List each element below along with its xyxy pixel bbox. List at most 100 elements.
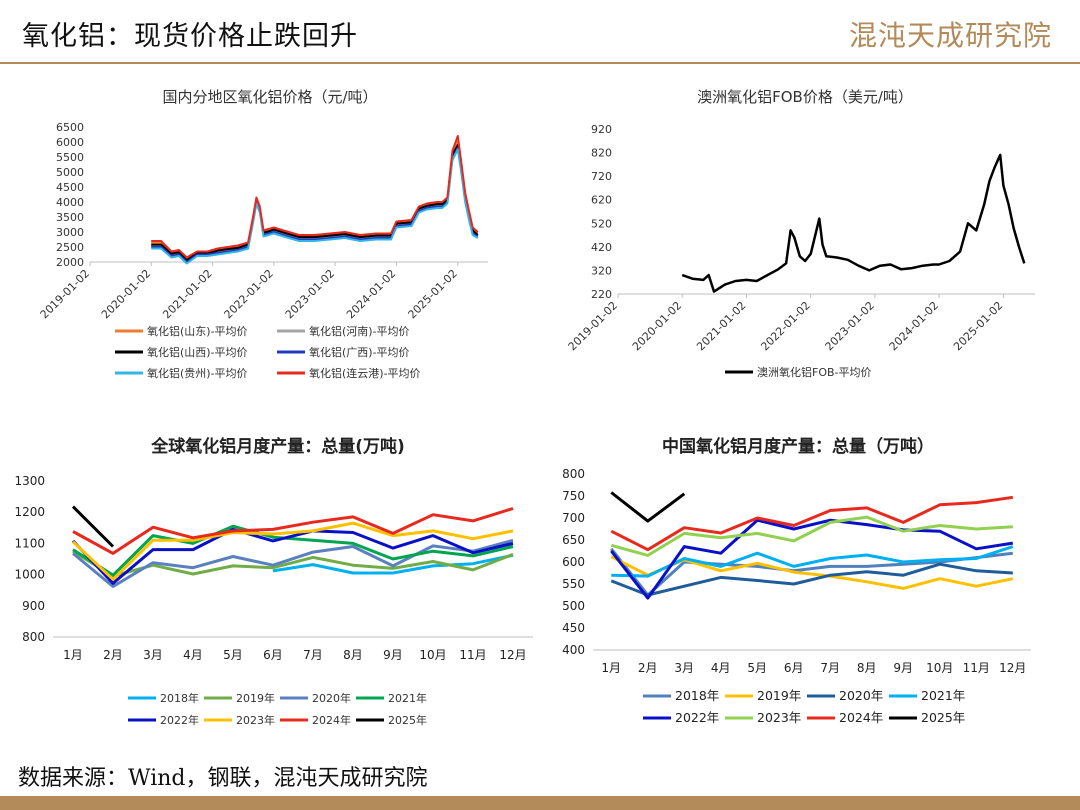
chart-title: 国内分地区氧化铝价格（元/吨） [162,88,377,106]
china-output-chart: 中国氧化铝月度产量：总量（万吨） 400 450 500 550 600 650 700 750… [548,428,1068,738]
x-tick-label: 2019-01-02 [566,299,620,353]
series-line [610,562,1013,597]
series-line [71,521,514,581]
legend-label: 2025年 [921,710,965,725]
x-tick-label: 3月 [143,648,163,662]
x-tick-label: 2023-01-02 [823,299,877,353]
y-tick-label: 2000 [56,256,84,269]
x-tick-label: 6月 [784,661,804,675]
x-tick-label: 11月 [459,648,486,662]
x-tick-label: 2019-01-02 [38,267,92,321]
series-line [681,153,1026,293]
series-line [151,135,479,259]
legend-label: 2019年 [757,688,801,703]
y-tick-label: 4000 [56,196,84,209]
legend-label: 氧化铝(河南)-平均价 [309,324,410,338]
series-line [610,515,1013,557]
fob-price-chart: 澳洲氧化铝FOB价格（美元/吨） 220 320 420 520 620 720 820 920… [540,78,1070,388]
y-tick-label: 800 [562,467,585,481]
legend-label: 氧化铝(山西)-平均价 [147,345,248,359]
x-tick-label: 12月 [499,648,526,662]
legend-label: 2018年 [160,691,199,705]
legend-label: 2019年 [236,691,275,705]
y-tick-label: 920 [591,123,612,136]
x-tick-label: 1月 [63,648,83,662]
y-tick-label: 650 [562,533,585,547]
legend-label: 2023年 [757,710,801,725]
legend-label: 2020年 [839,688,883,703]
legend-label: 2024年 [312,713,351,727]
x-tick-label: 10月 [419,648,446,662]
x-tick-label: 2022-01-02 [758,299,812,353]
series-line [611,545,1014,578]
legend-label: 氧化铝(广西)-平均价 [309,345,410,359]
x-tick-label: 8月 [343,648,363,662]
legend-label: 2018年 [675,688,719,703]
y-tick-label: 2500 [56,241,84,254]
x-tick-label: 11月 [963,661,990,675]
y-tick-label: 220 [591,288,612,301]
global-output-chart: 全球氧化铝月度产量：总量(万吨) 800 900 1000 1100 1200 1300 1月… [10,428,540,738]
y-tick-label: 320 [591,264,612,277]
y-tick-label: 1000 [14,568,45,582]
y-tick-label: 820 [591,147,612,160]
x-tick-label: 3月 [674,661,694,675]
footer-bar [0,796,1080,810]
series-line [71,527,514,585]
legend-label: 2024年 [839,710,883,725]
x-tick-label: 9月 [383,648,403,662]
series-line [610,495,1014,552]
y-tick-label: 700 [562,511,585,525]
data-source-note: 数据来源：Wind，钢联，混沌天成研究院 [18,766,428,791]
legend-label: 氧化铝(山东)-平均价 [147,324,248,338]
y-tick-label: 620 [591,194,612,207]
chart-title: 全球氧化铝月度产量：总量(万吨) [150,436,405,457]
x-tick-label: 10月 [926,661,953,675]
chart-title: 中国氧化铝月度产量：总量（万吨） [662,436,934,457]
y-tick-label: 720 [591,170,612,183]
series-line [72,507,514,555]
page-title: 氧化铝：现货价格止跌回升 [22,21,358,52]
y-tick-label: 600 [562,555,585,569]
brand-logo: 混沌天成研究院 [848,19,1052,52]
y-tick-label: 1100 [14,536,45,550]
y-tick-label: 900 [22,599,45,613]
legend-label: 2022年 [160,713,199,727]
x-tick-label: 2020-01-02 [630,299,684,353]
legend-label: 氧化铝(贵州)-平均价 [147,366,248,380]
x-tick-label: 2024-01-02 [887,299,941,353]
series-line [72,538,514,588]
legend-label: 2020年 [312,691,351,705]
x-tick-label: 2021-01-02 [694,299,748,353]
x-tick-label: 6月 [263,648,283,662]
y-tick-label: 3500 [56,211,84,224]
series-line [72,524,514,577]
y-tick-label: 420 [591,241,612,254]
legend-label: 澳洲氧化铝FOB-平均价 [757,365,872,379]
y-tick-label: 400 [562,643,585,657]
domestic-price-chart: 国内分地区氧化铝价格（元/吨） 2000 2500 3000 3500 4000 4500 5… [10,78,530,388]
x-tick-label: 5月 [223,648,243,662]
series-line [272,553,514,575]
legend-label: 2021年 [388,691,427,705]
y-tick-label: 800 [22,630,45,644]
x-tick-label: 2025-01-02 [951,299,1005,353]
series-line [610,491,686,523]
x-tick-label: 2022-01-02 [222,267,276,321]
series-line [610,547,1013,597]
x-tick-label: 8月 [857,661,877,675]
x-tick-label: 2021-01-02 [160,267,214,321]
y-tick-label: 5500 [56,151,84,164]
y-tick-label: 500 [562,599,585,613]
y-tick-label: 1200 [14,505,45,519]
y-tick-label: 6000 [56,136,84,149]
y-tick-label: 1300 [14,474,45,488]
x-tick-label: 2020-01-02 [99,267,153,321]
x-tick-label: 4月 [183,648,203,662]
y-tick-label: 5000 [56,166,84,179]
legend-label: 2021年 [921,688,965,703]
y-tick-label: 3000 [56,226,84,239]
x-tick-label: 7月 [820,661,840,675]
x-tick-label: 2月 [638,661,658,675]
legend-label: 2023年 [236,713,275,727]
